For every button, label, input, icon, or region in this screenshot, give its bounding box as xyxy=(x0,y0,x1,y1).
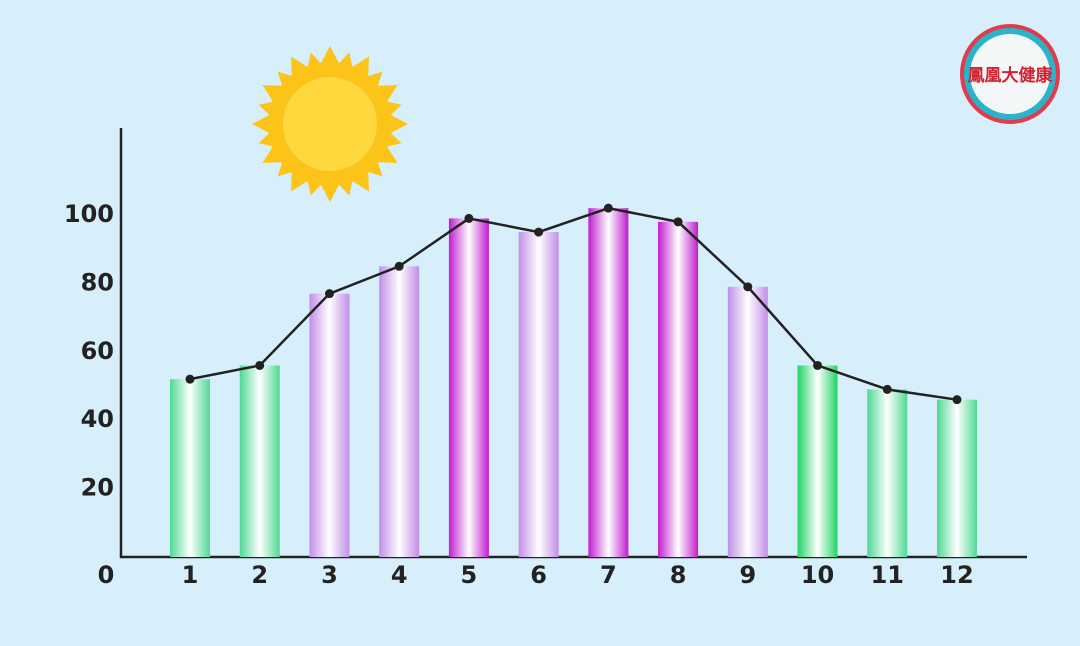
x-tick-label: 10 xyxy=(801,561,834,589)
x-tick-label: 9 xyxy=(739,561,756,589)
x-tick-label: 5 xyxy=(461,561,478,589)
trend-line xyxy=(189,206,958,401)
line-point xyxy=(813,360,823,370)
x-tick-label: 4 xyxy=(391,561,408,589)
bar xyxy=(518,232,559,557)
line-point xyxy=(255,360,265,370)
bar xyxy=(867,389,908,557)
y-tick-label: 0 xyxy=(98,561,115,589)
bar xyxy=(170,379,210,557)
logo: 鳳凰大健康 xyxy=(960,24,1060,124)
y-tick-label: 100 xyxy=(64,200,114,228)
line-point xyxy=(743,282,753,292)
y-tick-label: 40 xyxy=(81,405,114,433)
bar xyxy=(727,286,768,557)
y-tick-label: 20 xyxy=(81,474,114,502)
line-point xyxy=(882,384,892,394)
bar xyxy=(937,399,977,557)
bar xyxy=(448,218,489,558)
bar xyxy=(797,365,838,557)
line-point xyxy=(603,203,613,213)
logo-text: 鳳凰大健康 xyxy=(968,65,1054,86)
line-point xyxy=(673,217,683,227)
line-point xyxy=(324,289,334,299)
line-point xyxy=(185,374,195,384)
x-tick-label: 7 xyxy=(600,561,617,589)
bar xyxy=(588,208,629,557)
x-tick-label: 11 xyxy=(871,561,904,589)
x-tick-label: 12 xyxy=(940,561,973,589)
x-tick-label: 2 xyxy=(251,561,268,589)
line-point xyxy=(464,213,474,223)
x-tick-label: 8 xyxy=(670,561,687,589)
sun xyxy=(252,46,408,202)
bar xyxy=(379,266,420,557)
y-tick-label: 60 xyxy=(81,337,114,365)
line-point xyxy=(394,261,404,271)
y-tick-label: 80 xyxy=(81,268,114,296)
bar xyxy=(309,293,350,557)
bar xyxy=(658,221,699,557)
bar xyxy=(239,365,280,557)
x-tick-label: 6 xyxy=(530,561,547,589)
line-point xyxy=(952,395,962,405)
line-point xyxy=(534,227,544,237)
x-tick-label: 1 xyxy=(182,561,199,589)
x-tick-label: 3 xyxy=(321,561,338,589)
